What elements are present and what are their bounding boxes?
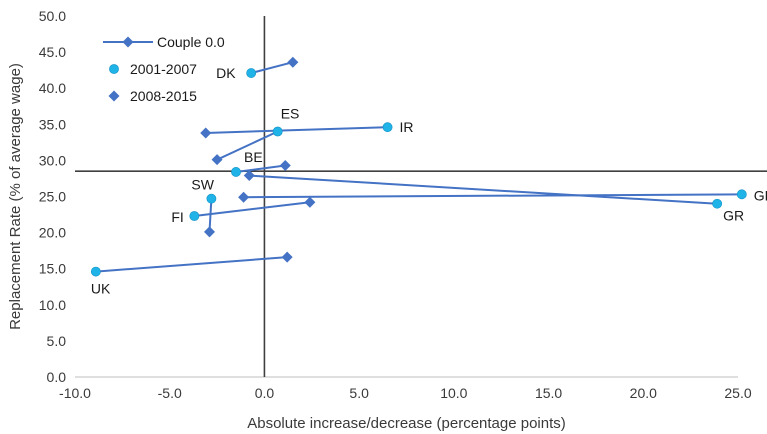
marker-2001-2007-ir [382, 122, 393, 133]
marker-2001-2007-es [272, 126, 283, 137]
connector-line-fi [194, 201, 311, 217]
connector-line-es [216, 130, 279, 161]
connector-line-uk [95, 256, 288, 273]
x-tick-label: 20.0 [630, 385, 657, 401]
y-tick-label: 40.0 [39, 80, 66, 96]
x-tick-label: 15.0 [535, 385, 562, 401]
connector-lines [95, 61, 742, 273]
marker-2001-2007-ge [736, 189, 747, 200]
connector-line-be [235, 164, 286, 173]
marker-2008-2015-gr [243, 170, 255, 182]
legend-circle-swatch [109, 64, 119, 74]
connector-line-ge [243, 193, 742, 199]
connector-line-gr [249, 174, 718, 205]
y-tick-label: 20.0 [39, 225, 66, 241]
marker-2008-2015-ge [238, 191, 250, 203]
point-label-ge: GE [754, 187, 767, 203]
point-label-es: ES [281, 106, 300, 122]
marker-2008-2015-es [211, 154, 223, 166]
point-label-ir: IR [400, 119, 414, 135]
x-axis-title: Absolute increase/decrease (percentage p… [247, 415, 566, 432]
legend: Couple 0.0 2001-2007 2008-2015 [103, 34, 225, 104]
y-tick-label: 0.0 [47, 369, 67, 385]
y-tick-label: 35.0 [39, 116, 66, 132]
y-tick-label: 15.0 [39, 261, 66, 277]
point-labels: DK ES IR BE GE GR SW FI UK [91, 65, 767, 297]
axes-group: -10.0 -5.0 0.0 5.0 10.0 15.0 20.0 25.0 0.0 5.0 10.… [39, 8, 752, 401]
marker-2008-2015-be [279, 159, 291, 171]
y-tick-label: 45.0 [39, 44, 66, 60]
x-tick-label: -10.0 [59, 385, 91, 401]
y-tick-label: 10.0 [39, 297, 66, 313]
y-axis-title: Replacement Rate (% of average wage) [7, 63, 24, 330]
point-label-fi: FI [171, 209, 183, 225]
legend-diamond-swatch [108, 90, 120, 102]
legend-label: 2001-2007 [130, 61, 197, 77]
connector-line-ir [205, 126, 388, 134]
marker-2001-2007-dk [246, 68, 257, 78]
marker-2001-2007-gr [712, 198, 723, 209]
point-label-uk: UK [91, 281, 111, 297]
x-tick-label: 0.0 [255, 385, 275, 401]
x-tick-label: 25.0 [724, 385, 751, 401]
legend-diamond-swatch [122, 36, 134, 48]
connector-line-sw [208, 198, 213, 232]
marker-2008-2015-sw [203, 226, 215, 238]
y-tick-label: 25.0 [39, 189, 66, 205]
marker-2008-2015-fi [304, 196, 316, 208]
y-tick-label: 30.0 [39, 152, 66, 168]
point-label-dk: DK [216, 65, 236, 81]
x-tick-label: 5.0 [349, 385, 369, 401]
marker-2001-2007-be [231, 167, 241, 177]
marker-2008-2015-uk [281, 251, 293, 263]
point-label-gr: GR [723, 208, 744, 224]
marker-2001-2007-sw [206, 193, 217, 204]
marker-2001-2007-fi [189, 211, 200, 221]
y-tick-label: 5.0 [47, 333, 67, 349]
y-tick-label: 50.0 [39, 8, 66, 24]
x-tick-label: 10.0 [440, 385, 467, 401]
legend-label: Couple 0.0 [157, 34, 225, 50]
x-tick-label: -5.0 [158, 385, 182, 401]
marker-2008-2015-dk [287, 56, 299, 68]
connector-line-dk [250, 61, 294, 75]
data-markers [90, 56, 747, 277]
point-label-sw: SW [191, 177, 214, 193]
point-label-be: BE [244, 149, 263, 165]
legend-label: 2008-2015 [130, 88, 197, 104]
marker-2001-2007-uk [90, 266, 101, 277]
marker-2008-2015-ir [200, 127, 212, 139]
